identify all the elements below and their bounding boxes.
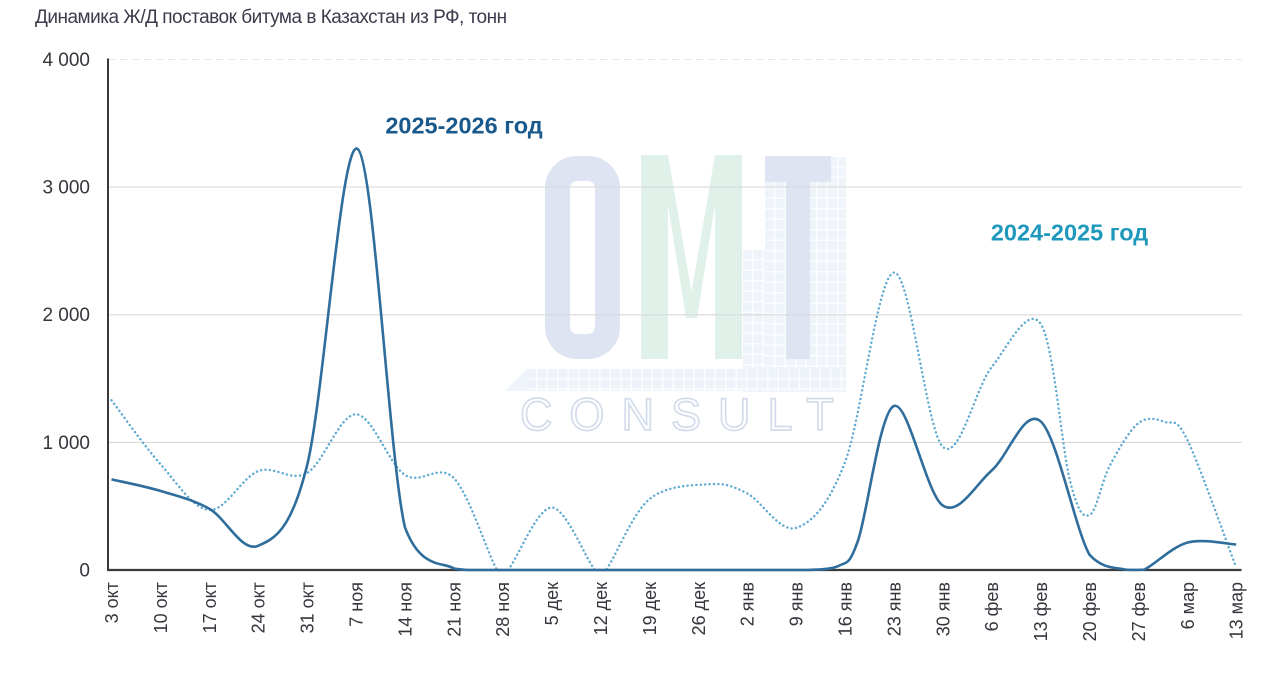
svg-text:26 дек: 26 дек xyxy=(689,582,709,636)
svg-text:2 000: 2 000 xyxy=(42,305,90,326)
svg-text:21 ноя: 21 ноя xyxy=(444,582,464,637)
svg-text:24 окт: 24 окт xyxy=(249,582,269,633)
svg-text:30 янв: 30 янв xyxy=(933,582,953,636)
svg-text:7 ноя: 7 ноя xyxy=(347,582,367,627)
svg-text:10 окт: 10 окт xyxy=(151,582,171,633)
svg-text:9 янв: 9 янв xyxy=(787,582,807,626)
svg-text:1 000: 1 000 xyxy=(42,433,90,454)
svg-text:5 дек: 5 дек xyxy=(542,582,562,626)
svg-text:13 мар: 13 мар xyxy=(1227,582,1247,639)
svg-text:27 фев: 27 фев xyxy=(1129,582,1149,641)
svg-text:3 000: 3 000 xyxy=(42,178,90,199)
svg-text:0: 0 xyxy=(79,561,90,582)
svg-text:28 ноя: 28 ноя xyxy=(493,582,513,637)
svg-text:16 янв: 16 янв xyxy=(836,582,856,636)
svg-text:4 000: 4 000 xyxy=(42,50,90,71)
svg-text:6 мар: 6 мар xyxy=(1178,582,1198,629)
svg-text:19 дек: 19 дек xyxy=(640,582,660,636)
svg-text:20 фев: 20 фев xyxy=(1080,582,1100,641)
svg-text:13 фев: 13 фев xyxy=(1031,582,1051,641)
svg-text:31 окт: 31 окт xyxy=(298,582,318,633)
svg-text:2 янв: 2 янв xyxy=(738,582,758,626)
svg-text:3 окт: 3 окт xyxy=(102,582,122,623)
svg-text:6 фев: 6 фев xyxy=(982,582,1002,631)
svg-text:23 янв: 23 янв xyxy=(884,582,904,636)
svg-text:12 дек: 12 дек xyxy=(591,582,611,636)
svg-text:17 окт: 17 окт xyxy=(200,582,220,633)
svg-text:14 ноя: 14 ноя xyxy=(395,582,415,637)
svg-text:2024-2025 год: 2024-2025 год xyxy=(991,220,1148,246)
svg-text:2025-2026 год: 2025-2026 год xyxy=(385,113,542,139)
